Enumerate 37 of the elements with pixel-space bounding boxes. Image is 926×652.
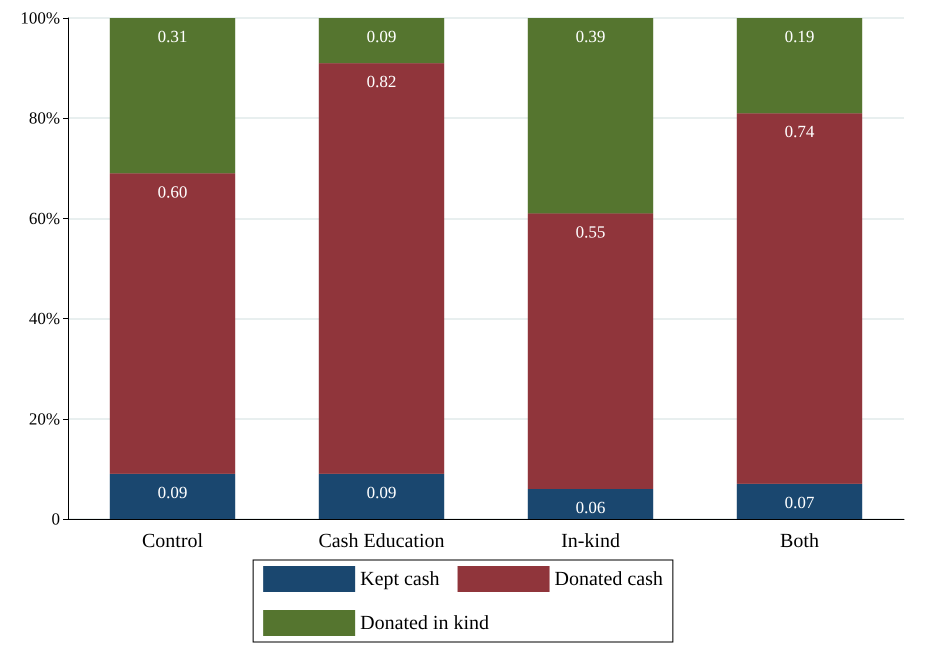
data-label: 0.09 — [366, 482, 396, 502]
x-tick-label: Cash Education — [318, 530, 445, 552]
bar — [110, 474, 236, 519]
bar — [528, 488, 654, 519]
legend-label: Kept cash — [360, 568, 440, 590]
data-label: 0.19 — [784, 27, 814, 46]
bar — [318, 18, 444, 64]
data-label: 0.60 — [158, 182, 188, 202]
data-label: 0.39 — [576, 27, 606, 46]
bar — [318, 474, 444, 519]
bar — [110, 18, 236, 174]
x-tick-label: Both — [780, 530, 819, 552]
data-label: 0.09 — [158, 482, 188, 502]
data-label: 0.07 — [784, 492, 815, 512]
bar — [528, 213, 654, 489]
data-label: 0.55 — [576, 222, 606, 242]
y-tick-label: 80% — [28, 108, 60, 128]
bar — [736, 113, 862, 484]
x-tick-label: Control — [142, 530, 204, 552]
data-label: 0.09 — [366, 27, 396, 46]
data-label: 0.31 — [158, 27, 188, 46]
y-tick-label: 100% — [20, 8, 60, 28]
y-tick-label: 0 — [52, 510, 60, 528]
data-label: 0.74 — [784, 122, 815, 142]
bar — [318, 63, 444, 474]
y-tick-label: 40% — [28, 309, 60, 328]
bar — [736, 484, 862, 519]
data-label: 0.06 — [576, 498, 606, 517]
bar — [736, 18, 862, 114]
data-label: 0.82 — [366, 72, 396, 92]
legend-label: Donated in kind — [360, 612, 490, 634]
bar — [528, 18, 654, 214]
x-tick-label: In-kind — [561, 530, 620, 552]
bar — [110, 173, 236, 474]
y-tick-label: 60% — [28, 208, 60, 228]
y-tick-label: 20% — [28, 409, 60, 428]
legend-label: Donated cash — [554, 568, 663, 590]
